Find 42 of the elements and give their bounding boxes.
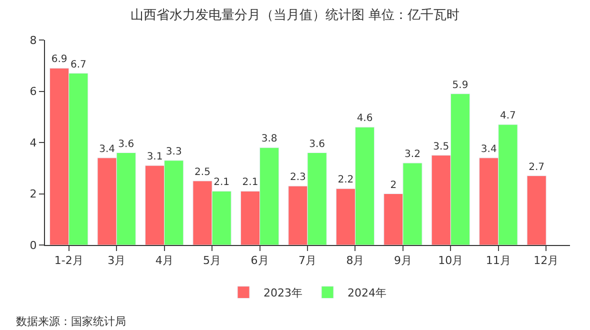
x-tick-label: 1-2月 [54,254,84,268]
data-label: 3.2 [404,149,420,160]
data-label: 3.6 [118,138,134,150]
x-tick-label: 6月 [250,254,269,268]
x-tick-label: 9月 [394,254,412,268]
data-label: 2.1 [214,177,230,188]
data-label: 6.7 [70,59,86,70]
legend-label: 2024年 [348,286,386,300]
data-label: 6.9 [51,54,68,66]
data-label: 4.6 [356,113,373,124]
x-tick-label: 11月 [486,254,511,268]
data-label: 5.9 [452,80,468,91]
y-tick-label: 8 [30,34,37,47]
data-label: 3.1 [146,152,163,163]
data-label: 3.5 [433,141,450,152]
x-tick-label: 4月 [155,254,174,268]
data-label: 3.3 [166,146,182,158]
data-label: 2.5 [194,166,210,178]
data-label: 3.4 [99,144,115,155]
data-label: 2.2 [338,174,354,186]
data-label: 4.7 [500,110,516,122]
x-tick-label: 12月 [534,254,559,268]
y-tick-label: 0 [30,238,37,252]
y-tick-label: 6 [30,85,37,98]
data-label: 3.4 [480,144,497,155]
source-note: 数据来源：国家统计局 [16,315,126,328]
data-label: 2.7 [528,162,545,173]
data-label: 3.8 [261,134,278,145]
data-label: 3.6 [309,138,325,150]
x-tick-label: 10月 [438,254,464,268]
data-label: 2.1 [242,177,258,188]
x-tick-label: 8月 [346,254,364,268]
chart-title: 山西省水力发电量分月（当月值）统计图 单位：亿千瓦时 [130,8,460,23]
y-tick-label: 2 [30,188,37,201]
x-tick-label: 5月 [203,254,222,268]
x-tick-label: 7月 [298,254,316,268]
legend-label: 2023年 [264,286,302,300]
data-label: 2.3 [290,172,306,184]
bar [526,176,546,245]
x-tick-label: 3月 [108,254,126,268]
data-label: 2 [390,180,397,191]
y-tick-label: 4 [30,136,37,150]
